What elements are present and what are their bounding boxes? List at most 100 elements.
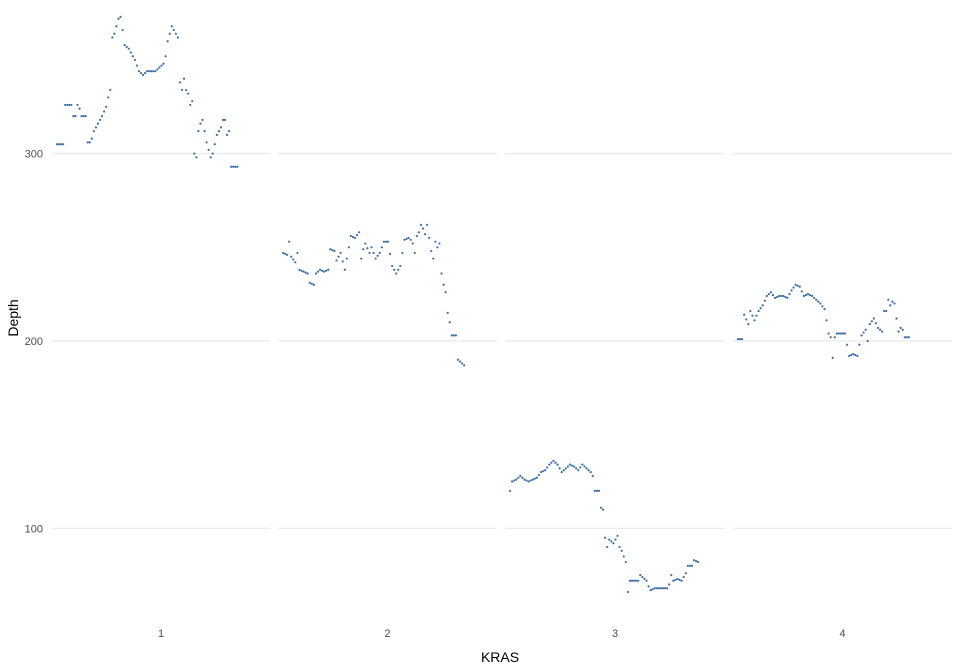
data-point-panel-3	[564, 467, 567, 470]
data-point-panel-1	[203, 130, 206, 133]
data-point-panel-4	[815, 298, 818, 301]
data-point-panel-3	[624, 560, 627, 564]
data-point-panel-1	[215, 133, 218, 136]
data-point-panel-2	[347, 246, 350, 249]
data-point-panel-3	[523, 478, 526, 481]
data-point-panel-1	[109, 88, 112, 92]
data-point-panel-3	[587, 469, 590, 472]
data-point-panel-3	[686, 564, 689, 567]
data-point-panel-3	[573, 465, 576, 468]
data-point-panel-1	[94, 126, 98, 129]
data-point-panel-1	[176, 36, 179, 39]
data-point-panel-1	[68, 103, 71, 107]
data-point-panel-3	[657, 587, 661, 590]
data-point-panel-1	[55, 143, 59, 146]
data-point-panel-1	[139, 71, 143, 75]
data-point-panel-3	[684, 572, 687, 575]
data-point-panel-2	[329, 248, 332, 251]
data-point-panel-4	[833, 336, 836, 339]
data-point-panel-2	[331, 249, 334, 252]
data-point-panel-1	[201, 118, 204, 121]
data-point-panel-1	[78, 107, 81, 110]
data-point-panel-3	[649, 589, 652, 592]
data-point-panel-2	[411, 242, 414, 245]
data-point-panel-1	[150, 70, 153, 73]
data-point-panel-1	[103, 110, 106, 113]
data-point-panel-3	[591, 474, 594, 477]
data-point-panel-2	[413, 251, 416, 255]
data-point-panel-3	[651, 588, 654, 591]
data-point-panel-3	[544, 469, 547, 472]
data-point-panel-3	[655, 587, 658, 590]
data-point-panel-3	[550, 461, 553, 464]
y-axis-title: Depth	[5, 299, 21, 336]
data-point-panel-2	[391, 264, 394, 268]
data-point-panel-4	[738, 338, 742, 341]
data-point-panel-4	[802, 294, 805, 298]
data-point-panel-3	[637, 579, 640, 582]
data-point-panel-3	[541, 470, 545, 473]
data-point-panel-2	[321, 269, 324, 272]
data-point-panel-3	[610, 540, 613, 543]
data-point-panel-2	[450, 334, 453, 337]
data-point-panel-4	[755, 314, 758, 317]
data-point-panel-4	[800, 290, 803, 293]
data-point-panel-4	[905, 336, 908, 339]
data-point-panel-3	[570, 464, 574, 467]
data-point-panel-4	[765, 294, 768, 298]
data-point-panel-4	[780, 294, 783, 298]
data-point-panel-1	[111, 36, 114, 39]
data-point-panel-2	[316, 270, 320, 273]
data-point-panel-3	[688, 564, 692, 567]
data-point-panel-2	[370, 246, 373, 249]
data-point-panel-3	[562, 469, 565, 472]
data-point-panel-2	[430, 249, 433, 253]
data-point-panel-1	[193, 152, 196, 155]
data-point-panel-4	[796, 284, 799, 287]
data-point-panel-4	[788, 293, 791, 296]
data-point-panel-1	[88, 141, 91, 144]
data-point-panel-3	[628, 579, 632, 582]
data-point-panel-4	[778, 294, 781, 298]
data-point-panel-1	[187, 92, 190, 95]
data-point-panel-4	[811, 294, 814, 298]
data-point-panel-3	[517, 476, 520, 479]
data-point-panel-2	[442, 283, 445, 286]
data-point-panel-3	[645, 579, 648, 582]
data-point-panel-4	[757, 309, 760, 313]
data-point-panel-3	[664, 587, 667, 590]
data-point-panel-1	[160, 64, 163, 67]
data-point-panel-2	[327, 268, 330, 271]
data-point-panel-4	[817, 300, 820, 303]
data-point-panel-2	[345, 257, 348, 260]
data-point-panel-3	[566, 465, 570, 468]
data-point-panel-3	[690, 564, 694, 567]
data-point-panel-3	[678, 578, 681, 581]
data-point-panel-2	[452, 334, 455, 337]
data-point-panel-1	[119, 15, 122, 18]
data-point-panel-1	[170, 25, 173, 28]
data-point-panel-1	[137, 70, 141, 73]
data-point-panel-2	[417, 231, 420, 234]
data-point-panel-1	[174, 32, 177, 35]
data-point-panel-1	[228, 130, 231, 133]
data-point-panel-2	[454, 334, 458, 337]
data-point-panel-1	[197, 130, 200, 133]
data-point-panel-3	[612, 542, 615, 545]
data-point-panel-1	[162, 62, 165, 65]
data-point-panel-2	[302, 270, 305, 273]
data-point-panel-4	[841, 332, 845, 335]
data-point-panel-2	[283, 252, 287, 255]
data-point-panel-1	[148, 70, 151, 73]
data-point-panel-4	[823, 308, 826, 311]
data-point-panel-1	[225, 133, 229, 136]
data-point-panel-4	[856, 354, 859, 358]
data-point-panel-3	[560, 471, 563, 474]
data-point-panel-4	[784, 295, 787, 299]
data-point-panel-3	[554, 461, 557, 464]
data-point-panel-2	[341, 260, 344, 263]
data-point-panel-1	[117, 17, 120, 20]
data-point-panel-2	[288, 240, 291, 243]
data-point-panel-4	[864, 328, 867, 331]
data-point-panel-2	[440, 272, 443, 275]
